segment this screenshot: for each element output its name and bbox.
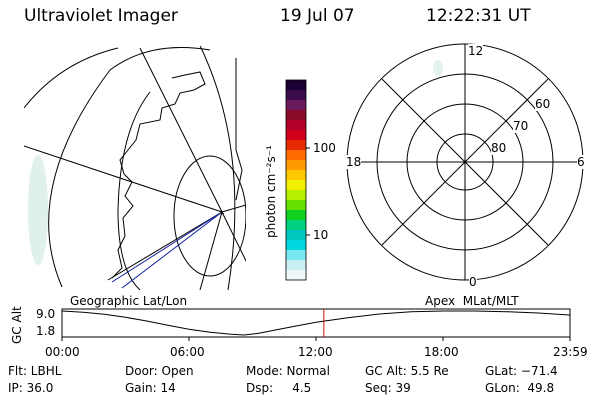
x-tick-1800: 18:00	[424, 345, 459, 359]
mlt-label-6: 6	[577, 155, 585, 169]
info-seq: Seq: 39	[365, 381, 411, 395]
colorbar-segment	[286, 130, 306, 141]
colorbar-frame	[285, 79, 307, 281]
colorbar-segment	[286, 140, 306, 151]
colorbar-segment	[286, 100, 306, 111]
colorbar-segment	[286, 190, 306, 201]
apex-projection-label: Apex MLat/MLT	[425, 294, 519, 308]
colorbar-segment	[286, 170, 306, 181]
instrument-title: Ultraviolet Imager	[24, 6, 178, 26]
colorbar-segment	[286, 200, 306, 211]
lat-label-60: 60	[535, 97, 551, 111]
x-tick-0000: 00:00	[45, 345, 80, 359]
colorbar-segment	[286, 160, 306, 171]
colorbar-segment	[286, 270, 306, 281]
orbit-altitude-line	[61, 310, 570, 336]
colorbar-segment	[286, 230, 306, 241]
colorbar	[286, 80, 306, 281]
info-gain: Gain: 14	[125, 381, 176, 395]
colorbar-tick-100: 100	[313, 141, 336, 155]
date-label: 19 Jul 07	[280, 6, 355, 26]
colorbar-segment	[286, 250, 306, 261]
colorbar-segment	[286, 260, 306, 271]
mlt-label-12: 12	[468, 44, 484, 58]
colorbar-segment	[286, 110, 306, 121]
y-tick-max: 9.0	[36, 307, 56, 321]
colorbar-segment	[286, 150, 306, 161]
info-door: Door: Open	[125, 364, 194, 378]
polar-plot	[346, 43, 584, 281]
colorbar-segment	[286, 220, 306, 231]
colorbar-tick-10: 10	[313, 228, 329, 242]
mlt-label-0: 0	[469, 275, 477, 289]
time-label: 12:22:31 UT	[426, 6, 531, 26]
gc-alt-axis-label: GC Alt	[10, 306, 24, 344]
x-tick-2359: 23:59	[553, 345, 588, 359]
colorbar-segment	[286, 180, 306, 191]
geographic-projection-label: Geographic Lat/Lon	[70, 294, 188, 308]
mlt-label-18: 18	[346, 155, 362, 169]
colorbar-segment	[286, 240, 306, 251]
colorbar-segment	[286, 90, 306, 101]
colorbar-segment	[286, 210, 306, 221]
info-filter: Flt: LBHL	[8, 364, 62, 378]
info-glon: GLon: 49.8	[485, 381, 555, 395]
altitude-strip-ticks	[61, 337, 571, 341]
altitude-strip-frame	[61, 308, 571, 338]
x-tick-1200: 12:00	[298, 345, 333, 359]
info-glat: GLat: −71.4	[485, 364, 558, 378]
info-dsp: Dsp: 4.5	[246, 381, 312, 395]
info-gc-alt: GC Alt: 5.5 Re	[365, 364, 449, 378]
lat-label-80: 80	[491, 141, 507, 155]
info-ip: IP: 36.0	[8, 381, 54, 395]
y-tick-min: 1.8	[36, 324, 56, 338]
colorbar-segment	[286, 80, 306, 91]
lat-label-70: 70	[513, 119, 529, 133]
geographic-map: *	[24, 46, 246, 290]
colorbar-segment	[286, 120, 306, 131]
nadir-marker: *	[219, 208, 225, 221]
info-mode: Mode: Normal	[246, 364, 330, 378]
x-tick-0600: 06:00	[170, 345, 205, 359]
